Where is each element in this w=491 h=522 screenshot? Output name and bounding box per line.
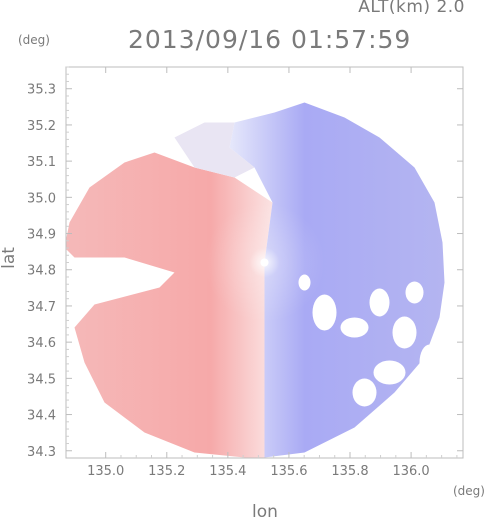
echo-gap bbox=[340, 317, 369, 338]
y-tick-label: 34.9 bbox=[27, 228, 56, 243]
echo-gap bbox=[419, 344, 440, 381]
x-tick-label: 136.0 bbox=[392, 464, 429, 479]
y-tick-label: 34.7 bbox=[27, 300, 56, 315]
echo-north-region bbox=[174, 122, 255, 178]
x-tick-label: 135.8 bbox=[331, 464, 368, 479]
y-tick-label: 35.3 bbox=[27, 83, 56, 98]
radar-site bbox=[260, 258, 269, 267]
echo-gap bbox=[392, 316, 417, 349]
y-tick-label: 34.8 bbox=[27, 264, 56, 279]
y-tick-label: 34.5 bbox=[27, 372, 56, 387]
x-tick-label: 135.4 bbox=[209, 464, 246, 479]
echo-gap bbox=[373, 360, 406, 385]
x-axis-ticks: 135.0 135.2 135.4 135.6 135.8 136.0 bbox=[87, 67, 458, 479]
echo-gap bbox=[369, 288, 390, 317]
x-tick-label: 135.2 bbox=[148, 464, 185, 479]
y-axis-unit: (deg) bbox=[18, 33, 50, 47]
y-tick-label: 34.6 bbox=[27, 336, 56, 351]
x-axis-unit: (deg) bbox=[453, 484, 485, 498]
radar-field bbox=[66, 102, 445, 458]
echo-gap bbox=[352, 378, 377, 407]
x-axis-label: lon bbox=[252, 502, 278, 522]
x-tick-label: 135.0 bbox=[87, 464, 124, 479]
datetime-title: 2013/09/16 01:57:59 bbox=[128, 25, 412, 54]
y-tick-label: 35.0 bbox=[27, 191, 56, 206]
echo-gap bbox=[405, 281, 424, 304]
y-axis-ticks: 34.3 34.4 34.5 34.6 34.7 34.8 34.9 35.0 35.1 35.2… bbox=[27, 66, 463, 460]
altitude-label: ALT(km) 2.0 bbox=[358, 0, 465, 17]
y-tick-label: 34.4 bbox=[27, 409, 56, 424]
y-tick-label: 35.2 bbox=[27, 119, 56, 134]
x-tick-label: 135.6 bbox=[270, 464, 307, 479]
y-tick-label: 35.1 bbox=[27, 155, 56, 170]
y-tick-label: 34.3 bbox=[27, 445, 56, 460]
echo-gap bbox=[312, 294, 337, 331]
